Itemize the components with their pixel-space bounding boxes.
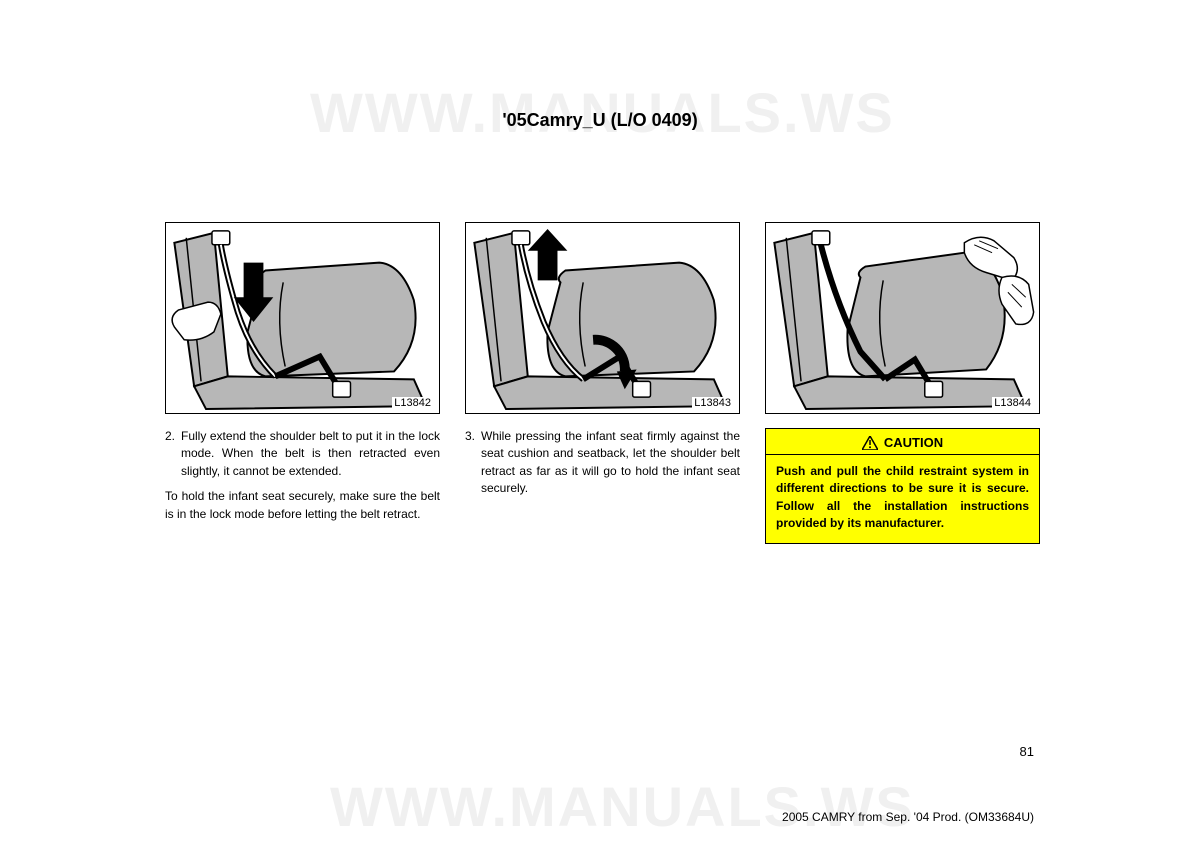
caution-box: CAUTION Push and pull the child restrain… [765,428,1040,544]
step-2-number: 2. [165,428,181,480]
illustration-1-label: L13842 [392,397,433,409]
column-1: L13842 2. Fully extend the shoulder belt… [165,222,440,544]
watermark-bottom: WWW.MANUALS.WS [330,774,915,839]
illustration-2-label: L13843 [692,397,733,409]
footer-text: 2005 CAMRY from Sep. '04 Prod. (OM33684U… [782,810,1034,824]
caution-body: Push and pull the child restraint system… [766,455,1039,543]
manual-page: WWW.MANUALS.WS WWW.MANUALS.WS '05Camry_U… [0,0,1200,848]
column-2: L13843 3. While pressing the infant seat… [465,222,740,544]
illustration-2: L13843 [465,222,740,414]
caution-heading: CAUTION [766,429,1039,455]
illustration-1: L13842 [165,222,440,414]
step-3: 3. While pressing the infant seat firmly… [465,428,740,498]
column-1-note: To hold the infant seat securely, make s… [165,488,440,523]
step-3-number: 3. [465,428,481,498]
step-2-text: Fully extend the shoulder belt to put it… [181,428,440,480]
column-2-text: 3. While pressing the infant seat firmly… [465,428,740,498]
column-1-text: 2. Fully extend the shoulder belt to put… [165,428,440,523]
illustration-3-label: L13844 [992,397,1033,409]
warning-icon [862,436,878,450]
column-3: L13844 CAUTION Push and pull the child r… [765,222,1040,544]
illustration-3: L13844 [765,222,1040,414]
page-title: '05Camry_U (L/O 0409) [0,110,1200,131]
step-3-text: While pressing the infant seat firmly ag… [481,428,740,498]
content-row: L13842 2. Fully extend the shoulder belt… [165,222,1035,544]
page-number: 81 [1020,744,1034,759]
step-2: 2. Fully extend the shoulder belt to put… [165,428,440,480]
caution-heading-text: CAUTION [884,435,943,450]
